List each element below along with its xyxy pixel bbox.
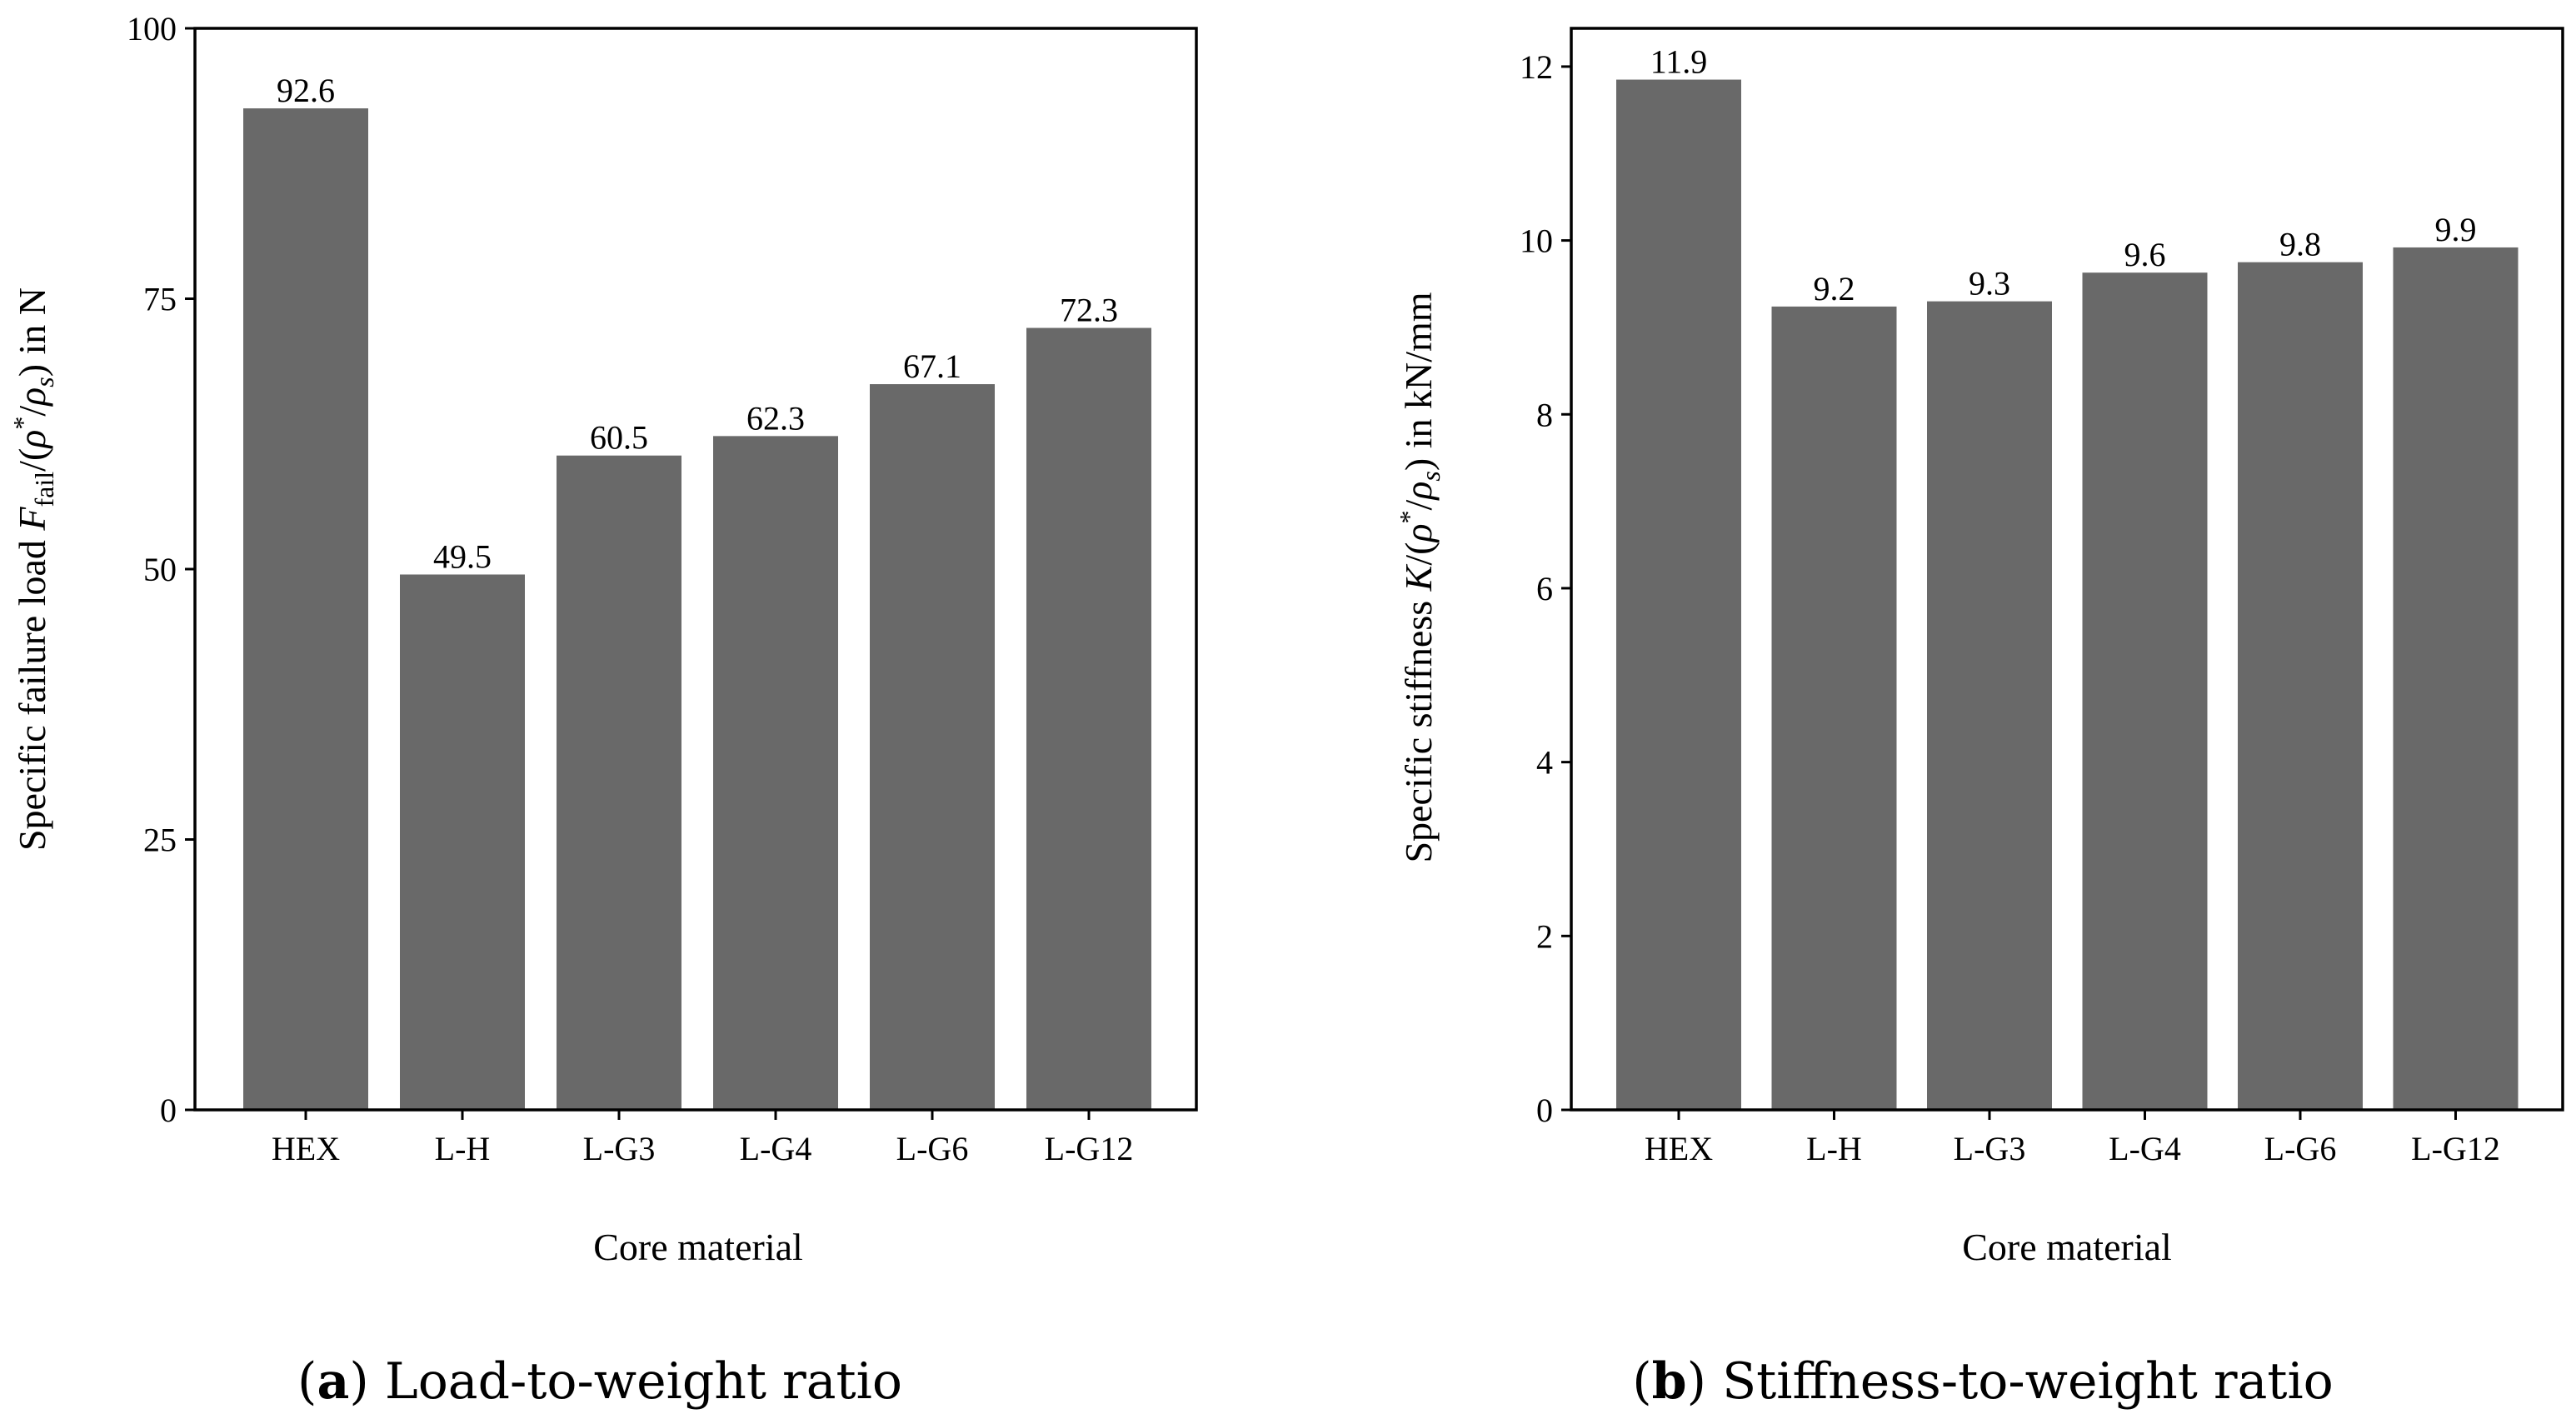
panel-a-ytick-label: 0: [160, 1092, 177, 1129]
panel-b-bar-value-label: 9.8: [2279, 226, 2321, 263]
panel-b-ytick-label: 8: [1536, 396, 1553, 433]
panel-a-bar-l-g4: [713, 436, 838, 1110]
panel-b-x-axis-title: Core material: [1962, 1226, 2172, 1268]
panel-b-y-axis-title: Specific stiffness K/(ρ*/ρs) in kN/mm: [1394, 292, 1445, 862]
panel-b-xtick-label: L-G6: [2264, 1130, 2337, 1167]
panel-a-load-to-weight-chart: 92.6 HEX 49.5 L-H 60.5 L-G3 62.3 L-G4 67.1 L-G6 72…: [7, 10, 1198, 1411]
panel-a-x-axis-title: Core material: [593, 1226, 803, 1268]
panel-b-ytick-label: 2: [1536, 917, 1553, 955]
panel-b-ytick-label: 0: [1536, 1092, 1553, 1129]
panel-b-bar-l-g4: [2082, 272, 2208, 1110]
panel-b-bar-value-label: 9.9: [2435, 211, 2477, 248]
panel-a-ytick-label: 100: [127, 10, 177, 47]
panel-a-ytick-label: 50: [143, 551, 177, 588]
panel-b-bar-value-label: 9.2: [1814, 270, 1855, 307]
panel-b-xtick-label: HEX: [1645, 1130, 1713, 1167]
panel-a-bar-value-label: 62.3: [746, 399, 805, 437]
panel-b-xtick-label: L-G3: [1954, 1130, 2026, 1167]
panel-b-bar-l-g3: [1927, 301, 2052, 1110]
panel-b-bar-value-label: 11.9: [1650, 43, 1708, 81]
panel-b-ytick-label: 4: [1536, 744, 1553, 782]
panel-b-axes-frame: [1570, 27, 2564, 1112]
panel-a-xtick-label: L-H: [435, 1130, 491, 1167]
panel-b-bar-value-label: 9.6: [2124, 236, 2166, 273]
panel-b-stiffness-to-weight-chart: 11.9 HEX 9.2 L-H 9.3 L-G3 9.6 L-G4 9.8 L-G6 9.9 L-G…: [1394, 27, 2564, 1411]
panel-a-y-axis-title: Specific failure load Ffail/(ρ*/ρs) in N: [7, 287, 59, 851]
panel-b-bar-l-g6: [2238, 262, 2363, 1110]
panel-b-xtick-label: L-H: [1806, 1130, 1862, 1167]
panel-a-xtick-label: L-G12: [1045, 1130, 1134, 1167]
panel-a-xtick-label: HEX: [272, 1130, 340, 1167]
panel-b-bar-l-h: [1771, 306, 1897, 1110]
panel-b-caption: (b) Stiffness-to-weight ratio: [1632, 1352, 2334, 1411]
panel-a-bar-l-g6: [870, 384, 995, 1110]
panel-a-bar-value-label: 60.5: [590, 419, 648, 457]
panel-a-bar-value-label: 92.6: [277, 72, 335, 109]
panel-b-xtick-label: L-G12: [2411, 1130, 2500, 1167]
panel-a-axes-frame: [193, 27, 1198, 1112]
panel-b-bar-value-label: 9.3: [1969, 265, 2010, 302]
panel-a-bar-value-label: 72.3: [1060, 292, 1118, 329]
panel-a-bar-value-label: 67.1: [903, 347, 961, 385]
panel-a-ytick-label: 25: [143, 822, 177, 859]
panel-b-bar-l-g12: [2393, 247, 2519, 1110]
panel-a-bar-value-label: 49.5: [433, 537, 492, 575]
panel-b-bar-hex: [1616, 79, 1741, 1111]
panel-a-xtick-label: L-G3: [583, 1130, 656, 1167]
panel-a-caption: (a) Load-to-weight ratio: [297, 1352, 902, 1411]
panel-b-ytick-label: 12: [1520, 48, 1553, 86]
panel-a-bar-l-g12: [1026, 327, 1151, 1110]
panel-a-xtick-label: L-G4: [740, 1130, 812, 1167]
panel-a-bar-l-g3: [557, 455, 681, 1110]
panel-b-ytick-label: 6: [1536, 570, 1553, 607]
panel-a-bar-l-h: [400, 574, 525, 1110]
panel-a-ytick-label: 75: [143, 281, 177, 318]
panel-a-bar-hex: [243, 108, 368, 1110]
panel-b-ytick-label: 10: [1520, 222, 1553, 260]
panel-b-xtick-label: L-G4: [2109, 1130, 2181, 1167]
panel-a-xtick-label: L-G6: [896, 1130, 969, 1167]
